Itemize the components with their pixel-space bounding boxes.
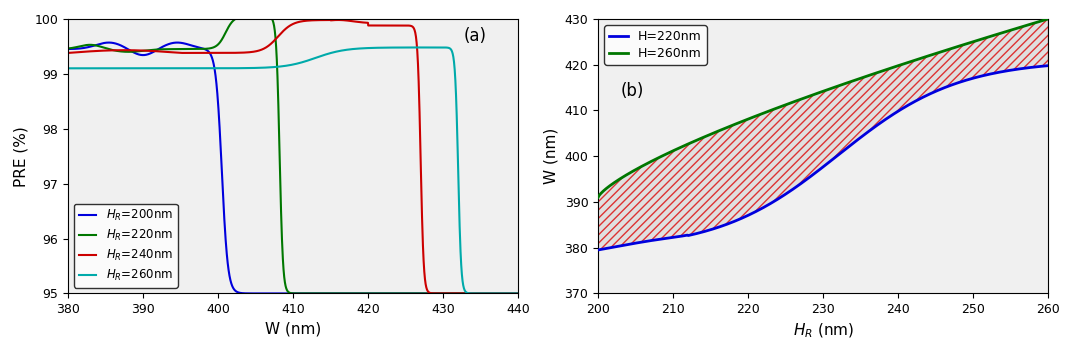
Legend: $H_R$=200nm, $H_R$=220nm, $H_R$=240nm, $H_R$=260nm: $H_R$=200nm, $H_R$=220nm, $H_R$=240nm, $…: [74, 204, 177, 287]
Text: (a): (a): [464, 27, 487, 45]
X-axis label: W (nm): W (nm): [265, 322, 321, 337]
Y-axis label: W (nm): W (nm): [543, 128, 558, 184]
Text: (b): (b): [621, 82, 644, 100]
X-axis label: $H_R$ (nm): $H_R$ (nm): [793, 322, 854, 340]
Legend: H=220nm, H=260nm: H=220nm, H=260nm: [605, 25, 707, 65]
Y-axis label: PRE (%): PRE (%): [14, 126, 29, 187]
